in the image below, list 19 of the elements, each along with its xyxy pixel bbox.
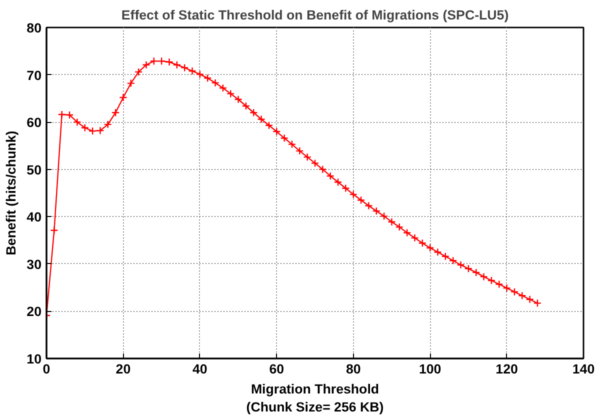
x-tick-label: 140 [572,362,595,376]
y-tick-label: 70 [26,68,42,83]
x-tick-label: 20 [116,362,131,376]
y-tick-label: 60 [26,115,42,130]
y-tick-label: 80 [26,20,42,36]
x-axis-title: Migration Threshold (Chunk Size= 256 KB) [246,382,384,414]
chart-title: Effect of Static Threshold on Benefit of Migrations (SPC-LU5) [121,8,509,22]
x-tick-label: 80 [346,362,361,376]
x-tick-label: 40 [192,362,208,376]
y-tick-label: 10 [26,352,42,366]
x-tick-label: 60 [269,362,284,376]
y-tick-label: 20 [26,304,42,320]
x-tick-label: 120 [496,362,518,376]
y-tick-label: 30 [26,256,42,272]
x-tick-label: 0 [42,362,50,376]
y-tick-label: 50 [26,162,42,178]
y-axis-title: Benefit (hits/chunk) [4,130,19,256]
y-tick-label: 40 [26,210,42,225]
x-tick-label: 100 [418,362,442,376]
